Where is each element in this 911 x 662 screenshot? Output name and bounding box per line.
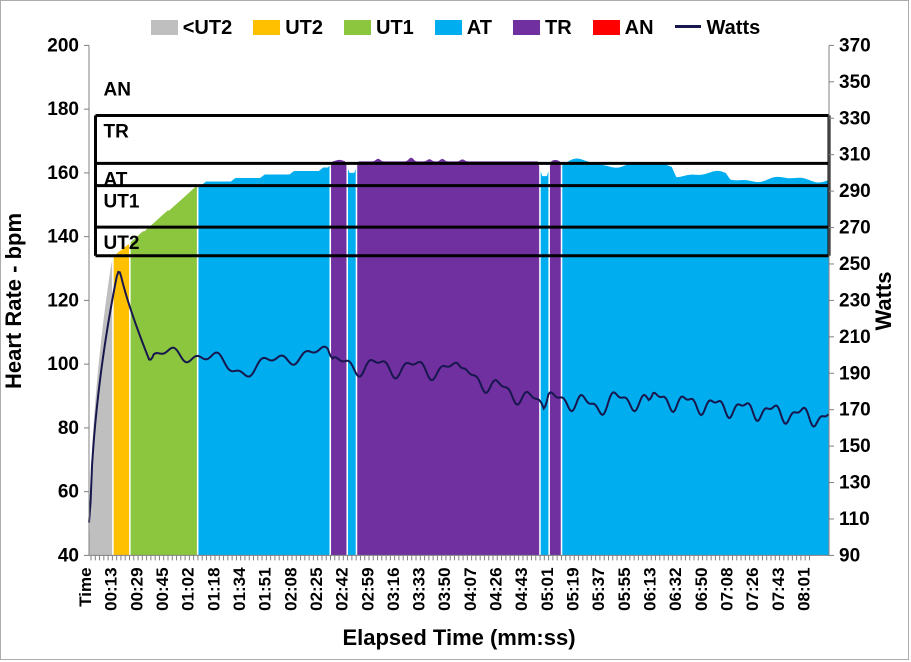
- svg-text:200: 200: [47, 35, 79, 56]
- svg-text:01:34: 01:34: [230, 567, 249, 611]
- svg-text:210: 210: [839, 327, 871, 348]
- svg-text:250: 250: [839, 254, 871, 275]
- svg-text:06:50: 06:50: [692, 567, 711, 610]
- svg-text:01:51: 01:51: [256, 567, 275, 610]
- svg-text:60: 60: [58, 482, 79, 503]
- svg-text:UT1: UT1: [104, 192, 140, 213]
- svg-text:04:43: 04:43: [512, 567, 531, 610]
- svg-text:00:13: 00:13: [102, 567, 121, 610]
- svg-text:02:25: 02:25: [307, 567, 326, 610]
- svg-text:05:01: 05:01: [538, 567, 557, 610]
- svg-text:06:13: 06:13: [641, 567, 660, 610]
- svg-text:03:16: 03:16: [384, 567, 403, 610]
- svg-text:05:55: 05:55: [615, 567, 634, 610]
- svg-text:Heart Rate - bpm: Heart Rate - bpm: [1, 213, 26, 389]
- svg-text:AN: AN: [104, 80, 131, 101]
- svg-text:04:26: 04:26: [487, 567, 506, 610]
- svg-text:90: 90: [839, 545, 860, 566]
- svg-text:01:18: 01:18: [204, 567, 223, 610]
- svg-text:370: 370: [839, 35, 871, 56]
- svg-text:04:07: 04:07: [461, 567, 480, 610]
- svg-text:190: 190: [839, 363, 871, 384]
- svg-text:310: 310: [839, 145, 871, 166]
- svg-text:150: 150: [839, 436, 871, 457]
- svg-text:08:01: 08:01: [794, 567, 813, 610]
- svg-text:05:19: 05:19: [564, 567, 583, 610]
- svg-text:UT2: UT2: [104, 233, 140, 254]
- svg-text:130: 130: [839, 473, 871, 494]
- svg-text:06:32: 06:32: [666, 567, 685, 610]
- svg-text:180: 180: [47, 99, 79, 120]
- svg-text:230: 230: [839, 290, 871, 311]
- svg-text:03:33: 03:33: [410, 567, 429, 610]
- svg-text:02:08: 02:08: [281, 567, 300, 610]
- svg-text:Time: Time: [76, 567, 95, 606]
- svg-text:Watts: Watts: [871, 271, 896, 330]
- svg-text:80: 80: [58, 418, 79, 439]
- svg-text:110: 110: [839, 509, 870, 530]
- svg-text:40: 40: [58, 545, 79, 566]
- svg-text:330: 330: [839, 108, 871, 129]
- svg-text:TR: TR: [104, 122, 130, 143]
- svg-text:05:37: 05:37: [589, 567, 608, 610]
- svg-text:170: 170: [839, 400, 871, 421]
- svg-text:02:42: 02:42: [333, 567, 352, 610]
- svg-text:120: 120: [47, 290, 79, 311]
- svg-text:03:50: 03:50: [435, 567, 454, 610]
- svg-text:01:02: 01:02: [179, 567, 198, 610]
- svg-text:270: 270: [839, 218, 871, 239]
- svg-text:02:59: 02:59: [358, 567, 377, 610]
- svg-text:00:29: 00:29: [127, 567, 146, 610]
- svg-text:Elapsed Time (mm:ss): Elapsed Time (mm:ss): [342, 625, 575, 650]
- svg-text:07:43: 07:43: [769, 567, 788, 610]
- svg-text:00:45: 00:45: [153, 567, 172, 610]
- svg-text:140: 140: [47, 227, 79, 248]
- svg-text:100: 100: [47, 354, 79, 375]
- svg-text:AT: AT: [104, 169, 128, 190]
- svg-text:350: 350: [839, 72, 871, 93]
- svg-text:290: 290: [839, 181, 871, 202]
- svg-text:07:08: 07:08: [718, 567, 737, 610]
- svg-text:160: 160: [47, 163, 79, 184]
- svg-text:07:26: 07:26: [743, 567, 762, 610]
